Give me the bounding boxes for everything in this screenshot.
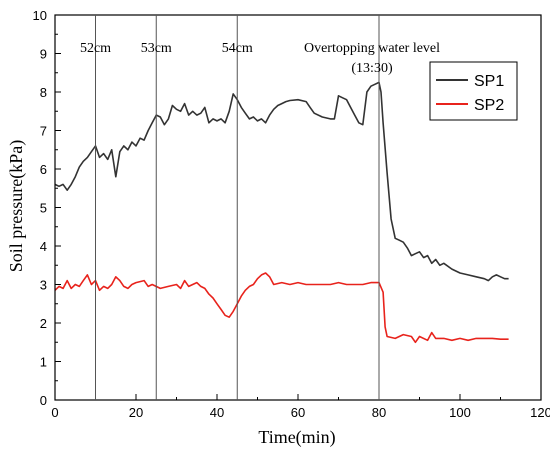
series-line-sp1 xyxy=(54,81,509,282)
x-axis-label: Time(min) xyxy=(258,427,335,448)
x-tick-label: 100 xyxy=(449,405,471,420)
plot-content xyxy=(54,81,509,344)
legend-box xyxy=(429,61,518,121)
x-tick-label: 40 xyxy=(210,405,224,420)
y-tick-label: 3 xyxy=(40,278,47,293)
x-tick-label: 0 xyxy=(51,405,58,420)
y-tick-label: 10 xyxy=(33,8,47,23)
y-tick-label: 8 xyxy=(40,85,47,100)
event-marker-label: 53cm xyxy=(141,41,172,56)
legend-label-sp2: SP2 xyxy=(474,97,504,114)
event-marker-label: Overtopping water level xyxy=(304,41,440,56)
y-tick-label: 7 xyxy=(40,124,47,139)
legend-label-sp1: SP1 xyxy=(474,73,504,90)
series-line-sp2 xyxy=(54,272,509,344)
event-markers: 52cm 53cm 54cm Overtopping water level (13:3… xyxy=(80,15,440,400)
y-tick-label: 1 xyxy=(40,355,47,370)
ticks: 0 20 40 60 80 100 120 0 1 2 3 4 5 6 7 8 9 10 xyxy=(33,8,550,420)
event-marker-sublabel: (13:30) xyxy=(351,61,393,76)
event-marker-label: 52cm xyxy=(80,41,111,56)
y-tick-label: 4 xyxy=(40,239,47,254)
x-tick-label: 80 xyxy=(372,405,386,420)
y-tick-label: 0 xyxy=(40,393,47,408)
y-tick-label: 6 xyxy=(40,162,47,177)
y-axis-label: Soil pressure(kPa) xyxy=(6,140,27,272)
x-tick-label: 60 xyxy=(291,405,305,420)
x-tick-label: 120 xyxy=(530,405,550,420)
y-tick-label: 9 xyxy=(40,47,47,62)
event-marker-label: 54cm xyxy=(222,41,253,56)
x-tick-label: 20 xyxy=(129,405,143,420)
y-tick-label: 5 xyxy=(40,201,47,216)
y-tick-label: 2 xyxy=(40,316,47,331)
